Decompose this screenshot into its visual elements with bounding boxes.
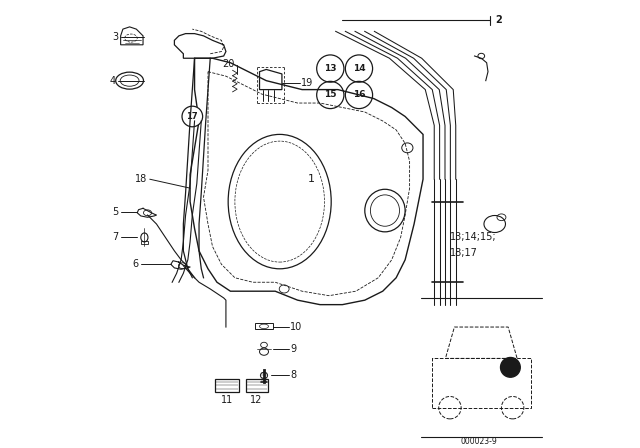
Text: 18;17: 18;17 bbox=[450, 248, 478, 258]
Text: 7: 7 bbox=[112, 233, 118, 242]
Text: 17: 17 bbox=[186, 112, 198, 121]
Text: 14: 14 bbox=[353, 64, 365, 73]
Text: 13;14;15;: 13;14;15; bbox=[450, 233, 497, 242]
Circle shape bbox=[182, 106, 203, 127]
Text: 4: 4 bbox=[110, 76, 116, 86]
Text: 6: 6 bbox=[132, 259, 139, 269]
Text: 20: 20 bbox=[223, 59, 235, 69]
Text: 2: 2 bbox=[495, 15, 502, 25]
Text: 11: 11 bbox=[221, 395, 233, 405]
Text: 3: 3 bbox=[112, 32, 118, 42]
Text: 9: 9 bbox=[290, 345, 296, 354]
Text: 8: 8 bbox=[290, 370, 296, 380]
Text: 18: 18 bbox=[135, 174, 148, 184]
Text: 15: 15 bbox=[324, 90, 337, 99]
Text: 000023-9: 000023-9 bbox=[461, 437, 497, 446]
Text: 13: 13 bbox=[324, 64, 337, 73]
Text: 5: 5 bbox=[112, 207, 118, 217]
Circle shape bbox=[500, 358, 520, 377]
Text: 19: 19 bbox=[301, 78, 314, 88]
Text: 1: 1 bbox=[308, 174, 314, 184]
Text: 12: 12 bbox=[250, 395, 262, 405]
Text: 16: 16 bbox=[353, 90, 365, 99]
Text: 10: 10 bbox=[290, 322, 302, 332]
